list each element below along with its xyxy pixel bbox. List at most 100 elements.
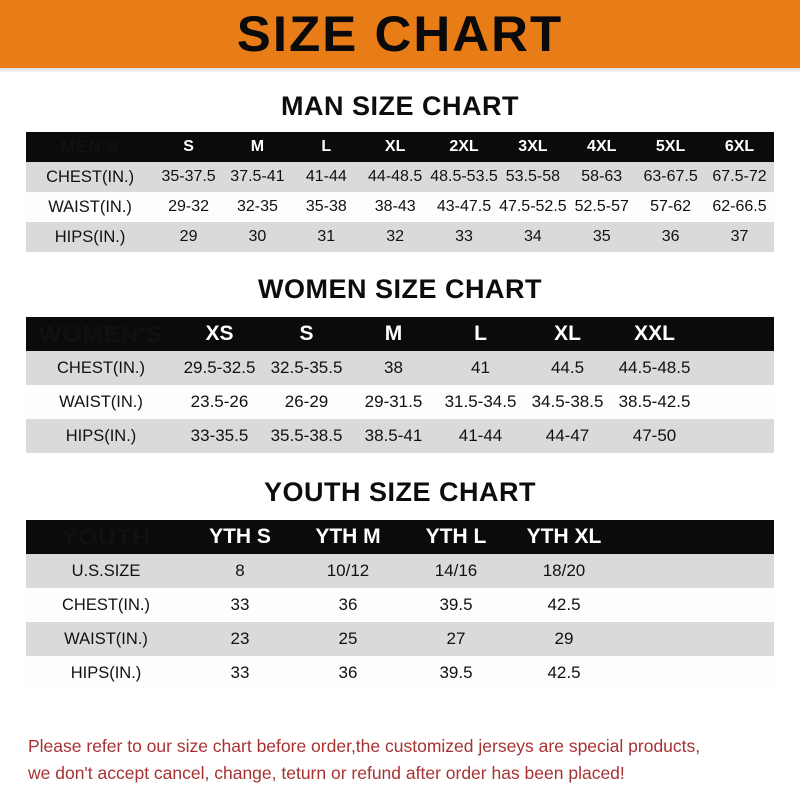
man-hips-2xl: 33 (455, 228, 473, 245)
table-row: CHEST(IN.) 35-37.5 37.5-41 41-44 44-48.5… (26, 162, 774, 192)
women-header-row: WOMEN'S XS S M L XL XXL (26, 317, 774, 351)
order-policy-note: Please refer to our size chart before or… (0, 733, 800, 787)
table-row: U.S.SIZE 8 10/12 14/16 18/20 (26, 554, 774, 588)
youth-ussize-s: 8 (235, 561, 245, 580)
order-policy-line-2: we don't accept cancel, change, teturn o… (28, 763, 625, 784)
youth-chest-pad (618, 588, 774, 622)
youth-waist-m: 25 (338, 629, 358, 648)
women-size-header-xl: XL (554, 322, 581, 345)
women-size-header-xxl: XXL (634, 322, 675, 345)
table-row: WAIST(IN.) 23.5-26 26-29 29-31.5 31.5-34… (26, 385, 774, 419)
youth-waist-label: WAIST(IN.) (64, 629, 148, 648)
women-waist-s: 26-29 (284, 392, 329, 411)
man-waist-6xl: 62-66.5 (712, 198, 767, 215)
man-section-title: MAN SIZE CHART (281, 91, 519, 121)
man-waist-4xl: 52.5-57 (574, 198, 629, 215)
youth-chest-l: 39.5 (439, 595, 473, 614)
man-chest-3xl: 53.5-58 (505, 168, 560, 185)
youth-ussize-m: 10/12 (326, 561, 370, 580)
youth-hips-pad (618, 656, 774, 690)
man-header-row: MEN'S S M L XL 2XL 3XL 4XL 5XL 6XL (26, 132, 774, 162)
page-title: SIZE CHART (236, 6, 564, 62)
women-chest-pad (698, 351, 774, 385)
banner-shadow-divider (0, 68, 800, 73)
youth-chest-label: CHEST(IN.) (62, 595, 150, 614)
women-header-pad (698, 317, 774, 351)
youth-waist-s: 23 (230, 629, 250, 648)
man-hips-3xl: 34 (523, 228, 542, 245)
women-chest-xl: 44.5 (550, 358, 585, 377)
man-waist-2xl: 43-47.5 (436, 198, 492, 215)
man-hips-l: 31 (317, 228, 336, 245)
women-hips-xxl: 47-50 (632, 426, 677, 445)
man-size-header-4xl: 4XL (587, 138, 617, 155)
man-chest-5xl: 63-67.5 (643, 168, 698, 185)
man-chest-2xl: 48.5-53.5 (430, 168, 498, 185)
women-size-table: WOMEN'S XS S M L XL XXL CHEST(IN.) 29.5-… (26, 317, 774, 453)
man-waist-3xl: 47.5-52.5 (499, 198, 567, 215)
man-chest-m: 37.5-41 (230, 168, 285, 185)
man-size-table: MEN'S S M L XL 2XL 3XL 4XL 5XL 6XL CHEST… (26, 132, 774, 252)
women-hips-label: HIPS(IN.) (65, 426, 137, 445)
youth-header-pad (618, 520, 774, 554)
youth-hips-s: 33 (230, 663, 250, 682)
man-chest-6xl: 67.5-72 (712, 168, 767, 185)
women-chest-xs: 29.5-32.5 (183, 358, 256, 377)
youth-size-header-s: YTH S (209, 525, 271, 548)
table-row: WAIST(IN.) 23 25 27 29 (26, 622, 774, 656)
man-waist-m: 32-35 (236, 198, 278, 215)
youth-chest-m: 36 (338, 595, 358, 614)
women-size-header-m: M (384, 322, 403, 345)
man-hips-xl: 32 (386, 228, 405, 245)
man-size-header-2xl: 2XL (449, 138, 479, 155)
man-size-header-6xl: 6XL (724, 138, 755, 155)
women-size-header-s: S (299, 322, 314, 345)
youth-waist-xl: 29 (554, 629, 574, 648)
man-waist-s: 29-32 (168, 198, 210, 215)
women-size-header-xs: XS (205, 322, 234, 345)
women-chest-s: 32.5-35.5 (270, 358, 343, 377)
women-hips-xs: 33-35.5 (190, 426, 249, 445)
women-chest-m: 38 (384, 358, 403, 377)
table-row: CHEST(IN.) 33 36 39.5 42.5 (26, 588, 774, 622)
youth-header-row: YOUTH YTH S YTH M YTH L YTH XL (26, 520, 774, 554)
youth-hips-xl: 42.5 (547, 663, 581, 682)
youth-waist-l: 27 (446, 629, 466, 648)
youth-size-header-xl: YTH XL (526, 525, 602, 548)
youth-chest-xl: 42.5 (547, 595, 581, 614)
women-hips-m: 38.5-41 (364, 426, 423, 445)
table-row: CHEST(IN.) 29.5-32.5 32.5-35.5 38 41 44.… (26, 351, 774, 385)
youth-size-header-l: YTH L (425, 525, 487, 548)
table-row: HIPS(IN.) 33 36 39.5 42.5 (26, 656, 774, 690)
youth-waist-pad (618, 622, 774, 656)
man-size-header-xl: XL (384, 138, 406, 155)
table-row: HIPS(IN.) 33-35.5 35.5-38.5 38.5-41 41-4… (26, 419, 774, 453)
man-chest-label: CHEST(IN.) (46, 167, 135, 186)
table-row: WAIST(IN.) 29-32 32-35 35-38 38-43 43-47… (26, 192, 774, 222)
women-waist-xxl: 38.5-42.5 (618, 392, 691, 411)
man-chest-s: 35-37.5 (161, 168, 216, 185)
women-waist-xs: 23.5-26 (190, 392, 249, 411)
women-hips-xl: 44-47 (545, 426, 590, 445)
page-banner: SIZE CHART (0, 0, 800, 68)
women-waist-l: 31.5-34.5 (444, 392, 517, 411)
man-hips-6xl: 37 (730, 228, 749, 245)
man-chest-xl: 44-48.5 (368, 168, 423, 185)
man-size-header-l: L (321, 138, 332, 155)
man-header-label: MEN'S (60, 137, 120, 156)
youth-hips-m: 36 (338, 663, 358, 682)
women-waist-m: 29-31.5 (364, 392, 423, 411)
table-row: HIPS(IN.) 29 30 31 32 33 34 35 36 37 (26, 222, 774, 252)
women-chest-xxl: 44.5-48.5 (618, 358, 691, 377)
man-hips-m: 30 (248, 228, 267, 245)
youth-ussize-l: 14/16 (434, 561, 478, 580)
man-size-header-5xl: 5XL (655, 138, 686, 155)
women-chest-l: 41 (471, 358, 490, 377)
man-size-header-s: S (183, 138, 194, 155)
man-waist-xl: 38-43 (374, 198, 416, 215)
youth-header-label: YOUTH (61, 523, 151, 550)
man-size-header-3xl: 3XL (518, 138, 548, 155)
man-hips-s: 29 (179, 228, 198, 245)
youth-size-header-m: YTH M (315, 525, 381, 548)
youth-ussize-pad (618, 554, 774, 588)
